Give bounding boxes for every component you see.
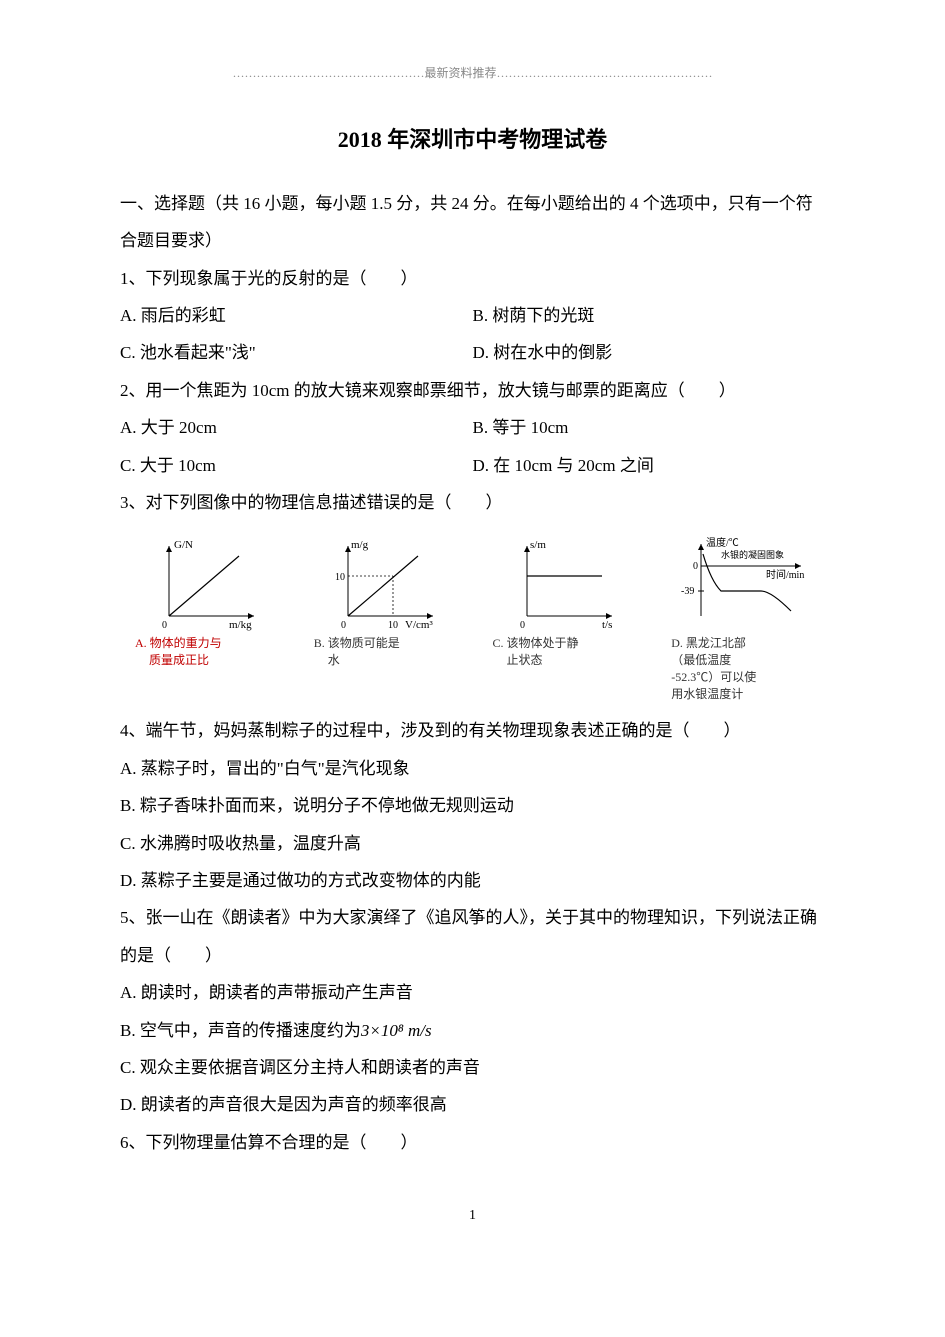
question-2: 2、用一个焦距为 10cm 的放大镜来观察邮票细节，放大镜与邮票的距离应（ ）	[120, 372, 825, 409]
figure-a: G/N 0 m/kg A. 物体的重力与 质量成正比	[120, 536, 289, 702]
chart-b-xlabel: V/cm³	[405, 619, 433, 631]
svg-text:0: 0	[162, 620, 167, 631]
figure-c-caption: C. 该物体处于静 止状态	[478, 635, 647, 669]
chart-c-svg: s/m 0 t/s	[502, 536, 622, 631]
page-number: 1	[120, 1201, 825, 1232]
svg-text:10: 10	[335, 572, 345, 583]
q4-option-b: B. 粽子香味扑面而来，说明分子不停地做无规则运动	[120, 787, 825, 824]
q4-option-a: A. 蒸粽子时，冒出的"白气"是汽化现象	[120, 750, 825, 787]
question-4: 4、端午节，妈妈蒸制粽子的过程中，涉及到的有关物理现象表述正确的是（ ）	[120, 712, 825, 749]
svg-text:10: 10	[388, 620, 398, 631]
chart-c-xlabel: t/s	[602, 619, 612, 631]
chart-d-xlabel: 时间/min	[766, 568, 804, 581]
svg-text:0: 0	[520, 620, 525, 631]
chart-a-svg: G/N 0 m/kg	[144, 536, 264, 631]
chart-b-svg: m/g 10 0 10 V/cm³	[323, 536, 443, 631]
question-1-options: A. 雨后的彩虹 B. 树荫下的光斑 C. 池水看起来"浅" D. 树在水中的倒…	[120, 297, 825, 372]
chart-a-ylabel: G/N	[174, 539, 193, 551]
q5-option-c: C. 观众主要依据音调区分主持人和朗读者的声音	[120, 1049, 825, 1086]
svg-text:0: 0	[693, 561, 698, 572]
chart-b-ylabel: m/g	[351, 539, 369, 551]
section-instruction: 一、选择题（共 16 小题，每小题 1.5 分，共 24 分。在每小题给出的 4…	[120, 185, 825, 260]
q1-option-b: B. 树荫下的光斑	[473, 297, 826, 334]
q2-option-a: A. 大于 20cm	[120, 409, 473, 446]
figure-c: s/m 0 t/s C. 该物体处于静 止状态	[478, 536, 647, 702]
question-3-figures: G/N 0 m/kg A. 物体的重力与 质量成正比 m/g 10 0 10 V…	[120, 536, 825, 702]
question-3: 3、对下列图像中的物理信息描述错误的是（ ）	[120, 484, 825, 521]
q5-option-b: B. 空气中，声音的传播速度约为3×10⁸ m/s	[120, 1012, 825, 1049]
q1-option-c: C. 池水看起来"浅"	[120, 334, 473, 371]
q5-math: 3×10⁸ m/s	[361, 1021, 432, 1040]
chart-d-svg: 温度/℃ 水银的凝固图象 0 -39 时间/min	[671, 536, 811, 631]
figure-b: m/g 10 0 10 V/cm³ B. 该物质可能是 水	[299, 536, 468, 702]
header-line: …………………………………………最新资料推荐………………………………………………	[120, 60, 825, 86]
q4-option-c: C. 水沸腾时吸收热量，温度升高	[120, 825, 825, 862]
q2-option-b: B. 等于 10cm	[473, 409, 826, 446]
chart-d-note: 水银的凝固图象	[721, 549, 784, 560]
question-6: 6、下列物理量估算不合理的是（ ）	[120, 1124, 825, 1161]
figure-a-caption: A. 物体的重力与 质量成正比	[120, 635, 289, 669]
question-2-options: A. 大于 20cm B. 等于 10cm C. 大于 10cm D. 在 10…	[120, 409, 825, 484]
chart-c-ylabel: s/m	[530, 539, 546, 551]
svg-text:0: 0	[341, 620, 346, 631]
question-5: 5、张一山在《朗读者》中为大家演绎了《追风筝的人》，关于其中的物理知识，下列说法…	[120, 899, 825, 974]
page-title: 2018 年深圳市中考物理试卷	[120, 116, 825, 164]
figure-b-caption: B. 该物质可能是 水	[299, 635, 468, 669]
q2-option-d: D. 在 10cm 与 20cm 之间	[473, 447, 826, 484]
q2-option-c: C. 大于 10cm	[120, 447, 473, 484]
question-1: 1、下列现象属于光的反射的是（ ）	[120, 260, 825, 297]
q4-option-d: D. 蒸粽子主要是通过做功的方式改变物体的内能	[120, 862, 825, 899]
svg-text:-39: -39	[681, 586, 694, 597]
chart-d-ylabel: 温度/℃	[706, 536, 739, 549]
figure-d: 温度/℃ 水银的凝固图象 0 -39 时间/min D. 黑龙江北部 （最低温度…	[656, 536, 825, 702]
q5-option-a: A. 朗读时，朗读者的声带振动产生声音	[120, 974, 825, 1011]
q5-option-d: D. 朗读者的声音很大是因为声音的频率很高	[120, 1086, 825, 1123]
chart-a-xlabel: m/kg	[229, 619, 252, 631]
figure-d-caption: D. 黑龙江北部 （最低温度 -52.3℃）可以使 用水银温度计	[656, 635, 825, 702]
q1-option-d: D. 树在水中的倒影	[473, 334, 826, 371]
q1-option-a: A. 雨后的彩虹	[120, 297, 473, 334]
